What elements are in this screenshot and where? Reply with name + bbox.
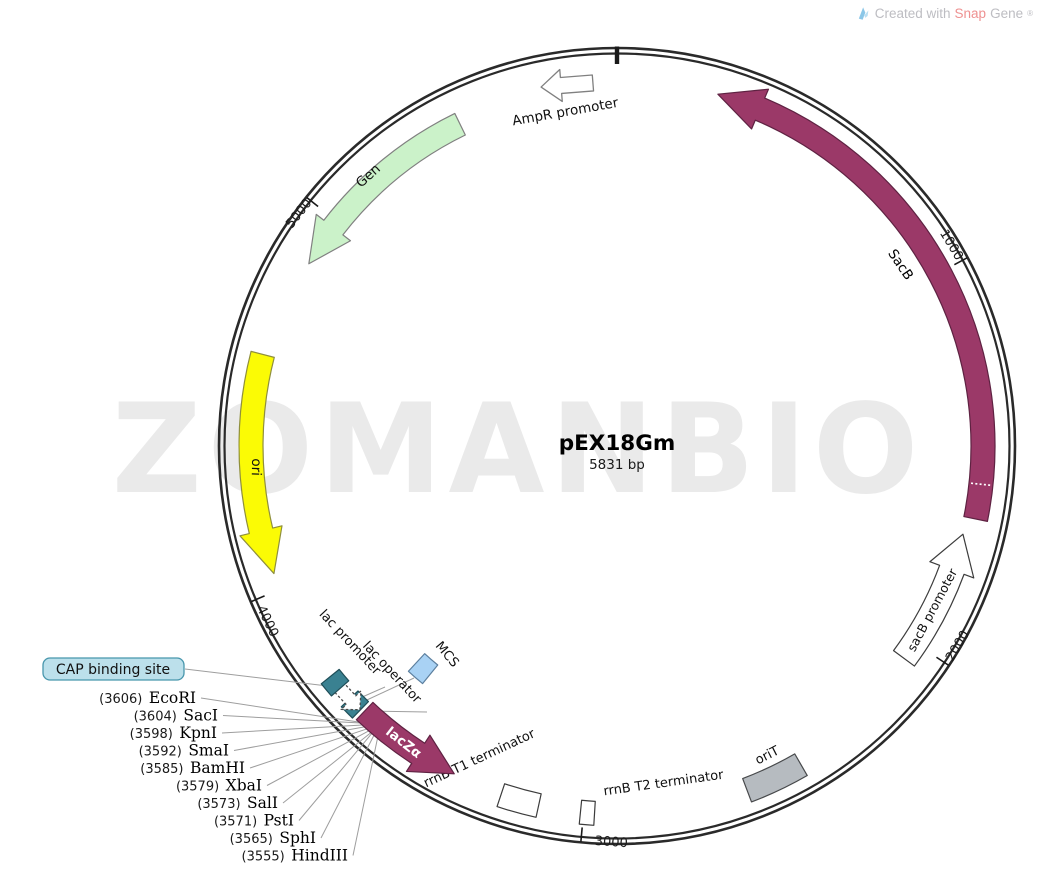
cap-binding-site-leader	[184, 668, 337, 688]
credit-brand-snap: Snap	[954, 6, 987, 21]
watermark: ZOMANBIO	[112, 378, 925, 522]
enzyme-label-psti[interactable]: (3571) PstI	[214, 812, 294, 830]
enzyme-leader-xbai	[266, 729, 371, 786]
plasmid-size: 5831 bp	[589, 457, 645, 473]
feature-mcs[interactable]	[407, 653, 439, 685]
feature-rrnb-t2-terminator[interactable]	[578, 799, 596, 826]
feature-label-ampr-promoter[interactable]: AmpR promoter	[511, 95, 620, 129]
enzyme-label-hindiii[interactable]: (3555) HindIII	[242, 847, 348, 865]
feature-ori[interactable]	[238, 350, 283, 575]
snapgene-logo-icon	[858, 7, 869, 20]
feature-orit[interactable]	[742, 753, 808, 803]
tick-5000	[306, 196, 319, 208]
enzyme-leader-smai	[233, 725, 367, 751]
enzyme-leader-sphi	[320, 733, 376, 839]
enzyme-label-sphi[interactable]: (3565) SphI	[230, 829, 316, 847]
credit-prefix: Created with	[874, 6, 951, 21]
feature-label-ori[interactable]: ori	[248, 458, 265, 476]
enzyme-label-xbai[interactable]: (3579) XbaI	[176, 777, 262, 795]
enzyme-label-saci[interactable]: (3604) SacI	[134, 707, 218, 725]
enzyme-leader-psti	[298, 731, 374, 821]
plasmid-name: pEX18Gm	[559, 431, 676, 456]
feature-sacb[interactable]	[717, 88, 996, 522]
tick-label-3000: 3000	[594, 834, 628, 851]
feature-gen[interactable]	[308, 112, 466, 265]
enzyme-leader-saci	[222, 715, 363, 724]
enzyme-leader-sali	[282, 731, 373, 804]
feature-ampr-promoter[interactable]	[540, 67, 595, 103]
enzyme-leader-bamhi	[249, 727, 369, 769]
cap-binding-site-label-box[interactable]	[42, 657, 185, 681]
cap-binding-site-label[interactable]: CAP binding site	[56, 662, 170, 678]
enzyme-label-smai[interactable]: (3592) SmaI	[139, 742, 229, 760]
tick-1000	[953, 257, 968, 266]
feature-label-sacb[interactable]: SacB	[884, 246, 916, 283]
feature-sacb-segment-boundary	[970, 482, 992, 487]
feature-leader-lac-promoter	[359, 686, 386, 699]
credit-brand-gene: Gene	[990, 6, 1024, 21]
feature-label-rrnb-t2-terminator[interactable]: rrnB T2 terminator	[603, 768, 726, 800]
enzyme-label-kpni[interactable]: (3598) KpnI	[130, 724, 217, 742]
enzyme-leader-hindiii	[352, 736, 379, 856]
tick-4000	[250, 595, 265, 603]
enzyme-leader-kpni	[221, 724, 365, 734]
feature-lacza[interactable]	[355, 701, 455, 775]
tick-label-2000: 2000	[943, 628, 973, 664]
enzyme-label-ecori[interactable]: (3606) EcoRI	[99, 689, 196, 707]
enzyme-label-sali[interactable]: (3573) SalI	[197, 794, 278, 812]
credit-registered-mark: ®	[1027, 8, 1033, 18]
tick-3000	[580, 827, 583, 842]
enzyme-label-bamhi[interactable]: (3585) BamHI	[140, 759, 245, 777]
feature-cap-binding-site[interactable]	[320, 668, 350, 697]
feature-sacb-promoter[interactable]	[892, 533, 975, 667]
tick-label-4000: 4000	[253, 603, 281, 639]
snapgene-credit: Created with Snap Gene ®	[856, 6, 1033, 21]
tick-2000	[936, 656, 949, 666]
enzyme-leader-ecori	[200, 697, 363, 724]
feature-rrnb-t1-terminator[interactable]	[496, 783, 542, 818]
